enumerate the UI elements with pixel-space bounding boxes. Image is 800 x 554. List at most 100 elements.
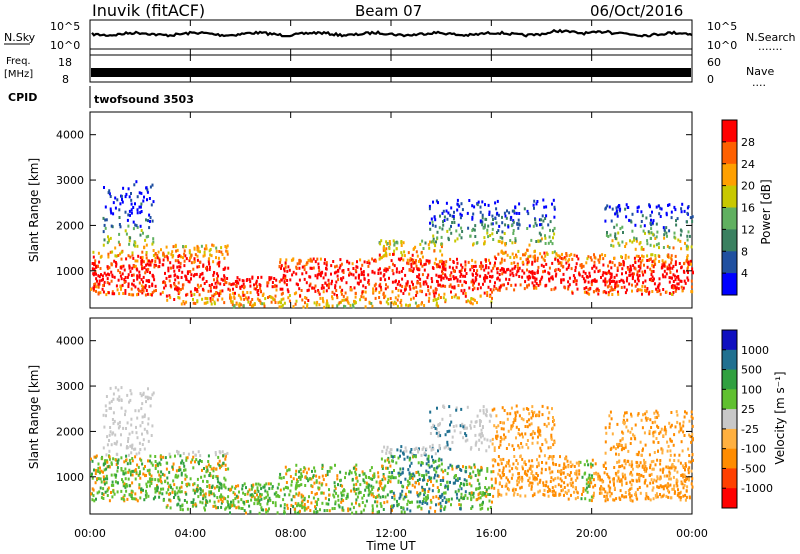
power-echo-cell — [668, 291, 671, 295]
velocity-echo-cell — [189, 477, 192, 481]
power-echo-cell — [173, 283, 176, 287]
velocity-echo-cell — [126, 393, 129, 397]
velocity-echo-cell — [245, 500, 248, 503]
velocity-echo-cell — [496, 434, 499, 438]
velocity-echo-cell — [298, 484, 300, 488]
velocity-echo-cell — [326, 470, 329, 473]
velocity-echo-cell — [179, 468, 182, 472]
velocity-echo-cell — [481, 503, 484, 507]
power-echo-cell — [617, 231, 620, 235]
velocity-echo-cell — [181, 459, 184, 463]
power-echo-cell — [305, 296, 308, 300]
power-echo-cell — [385, 283, 387, 287]
power-echo-cell — [640, 210, 643, 214]
velocity-echo-cell — [345, 497, 348, 500]
velocity-echo-cell — [500, 437, 503, 441]
power-echo-cell — [407, 304, 410, 308]
power-echo-cell — [451, 295, 453, 299]
power-echo-cell — [103, 238, 106, 242]
power-echo-cell — [188, 259, 191, 263]
power-echo-cell — [473, 298, 476, 302]
velocity-echo-cell — [229, 503, 232, 507]
power-echo-cell — [103, 186, 105, 189]
velocity-echo-cell — [510, 427, 513, 431]
velocity-echo-cell — [199, 487, 202, 491]
power-echo-cell — [100, 278, 103, 282]
power-echo-cell — [278, 305, 281, 309]
power-echo-cell — [283, 267, 285, 271]
velocity-echo-cell — [91, 472, 93, 476]
power-echo-cell — [597, 292, 600, 296]
power-echo-cell — [604, 254, 607, 257]
velocity-echo-cell — [124, 413, 126, 417]
velocity-echo-cell — [505, 492, 508, 496]
velocity-echo-cell — [334, 500, 337, 504]
power-echo-cell — [178, 290, 181, 294]
power-echo-cell — [144, 293, 147, 297]
velocity-echo-cell — [224, 457, 227, 461]
power-echo-cell — [400, 244, 403, 247]
power-echo-cell — [597, 269, 600, 273]
power-echo-cell — [148, 226, 151, 230]
power-echo-cell — [316, 257, 319, 261]
velocity-echo-cell — [464, 490, 467, 494]
power-echo-cell — [346, 260, 349, 264]
velocity-echo-cell — [299, 477, 302, 481]
velocity-echo-cell — [587, 484, 590, 488]
power-echo-cell — [121, 198, 123, 201]
power-echo-cell — [642, 281, 645, 285]
velocity-echo-cell — [416, 491, 419, 495]
power-echo-cell — [639, 241, 642, 244]
velocity-echo-cell — [500, 476, 503, 480]
power-echo-cell — [256, 290, 259, 294]
power-echo-cell — [305, 263, 308, 266]
power-echo-cell — [522, 253, 524, 257]
velocity-echo-cell — [620, 480, 623, 484]
velocity-echo-cell — [342, 499, 345, 503]
velocity-echo-cell — [97, 462, 100, 466]
velocity-echo-cell — [147, 417, 150, 421]
velocity-echo-cell — [391, 504, 393, 508]
velocity-echo-cell — [517, 444, 520, 448]
velocity-echo-cell — [114, 386, 117, 390]
power-echo-cell — [263, 302, 266, 306]
power-echo-cell — [309, 257, 312, 261]
power-echo-cell — [633, 272, 635, 276]
velocity-echo-cell — [182, 452, 185, 455]
power-echo-cell — [107, 235, 109, 239]
velocity-echo-cell — [243, 502, 246, 506]
power-echo-cell — [501, 236, 504, 240]
power-echo-cell — [672, 246, 675, 250]
power-echo-cell — [462, 274, 465, 278]
power-echo-cell — [289, 278, 292, 282]
velocity-echo-cell — [400, 480, 402, 484]
velocity-echo-cell — [133, 497, 136, 501]
power-echo-cell — [450, 224, 452, 228]
velocity-echo-cell — [167, 488, 170, 492]
power-echo-cell — [154, 263, 157, 267]
power-echo-cell — [462, 291, 465, 295]
power-scatter-field — [90, 180, 694, 309]
velocity-echo-cell — [194, 460, 196, 464]
power-echo-cell — [148, 197, 151, 200]
velocity-echo-cell — [127, 477, 130, 481]
velocity-echo-cell — [618, 465, 621, 469]
velocity-echo-cell — [538, 454, 541, 458]
velocity-echo-cell — [556, 476, 559, 480]
power-echo-cell — [497, 239, 500, 243]
velocity-echo-cell — [200, 475, 203, 479]
velocity-echo-cell — [602, 463, 605, 467]
power-echo-cell — [196, 289, 198, 293]
power-echo-cell — [653, 262, 656, 266]
velocity-echo-cell — [666, 486, 669, 490]
power-echo-cell — [572, 274, 575, 278]
power-echo-cell — [431, 220, 434, 224]
velocity-echo-cell — [500, 493, 503, 497]
power-echo-cell — [650, 231, 653, 235]
velocity-echo-cell — [170, 485, 172, 489]
power-echo-cell — [434, 218, 437, 222]
velocity-echo-cell — [532, 474, 534, 478]
velocity-echo-cell — [201, 489, 204, 493]
power-echo-cell — [666, 244, 669, 248]
power-echo-cell — [388, 276, 390, 280]
